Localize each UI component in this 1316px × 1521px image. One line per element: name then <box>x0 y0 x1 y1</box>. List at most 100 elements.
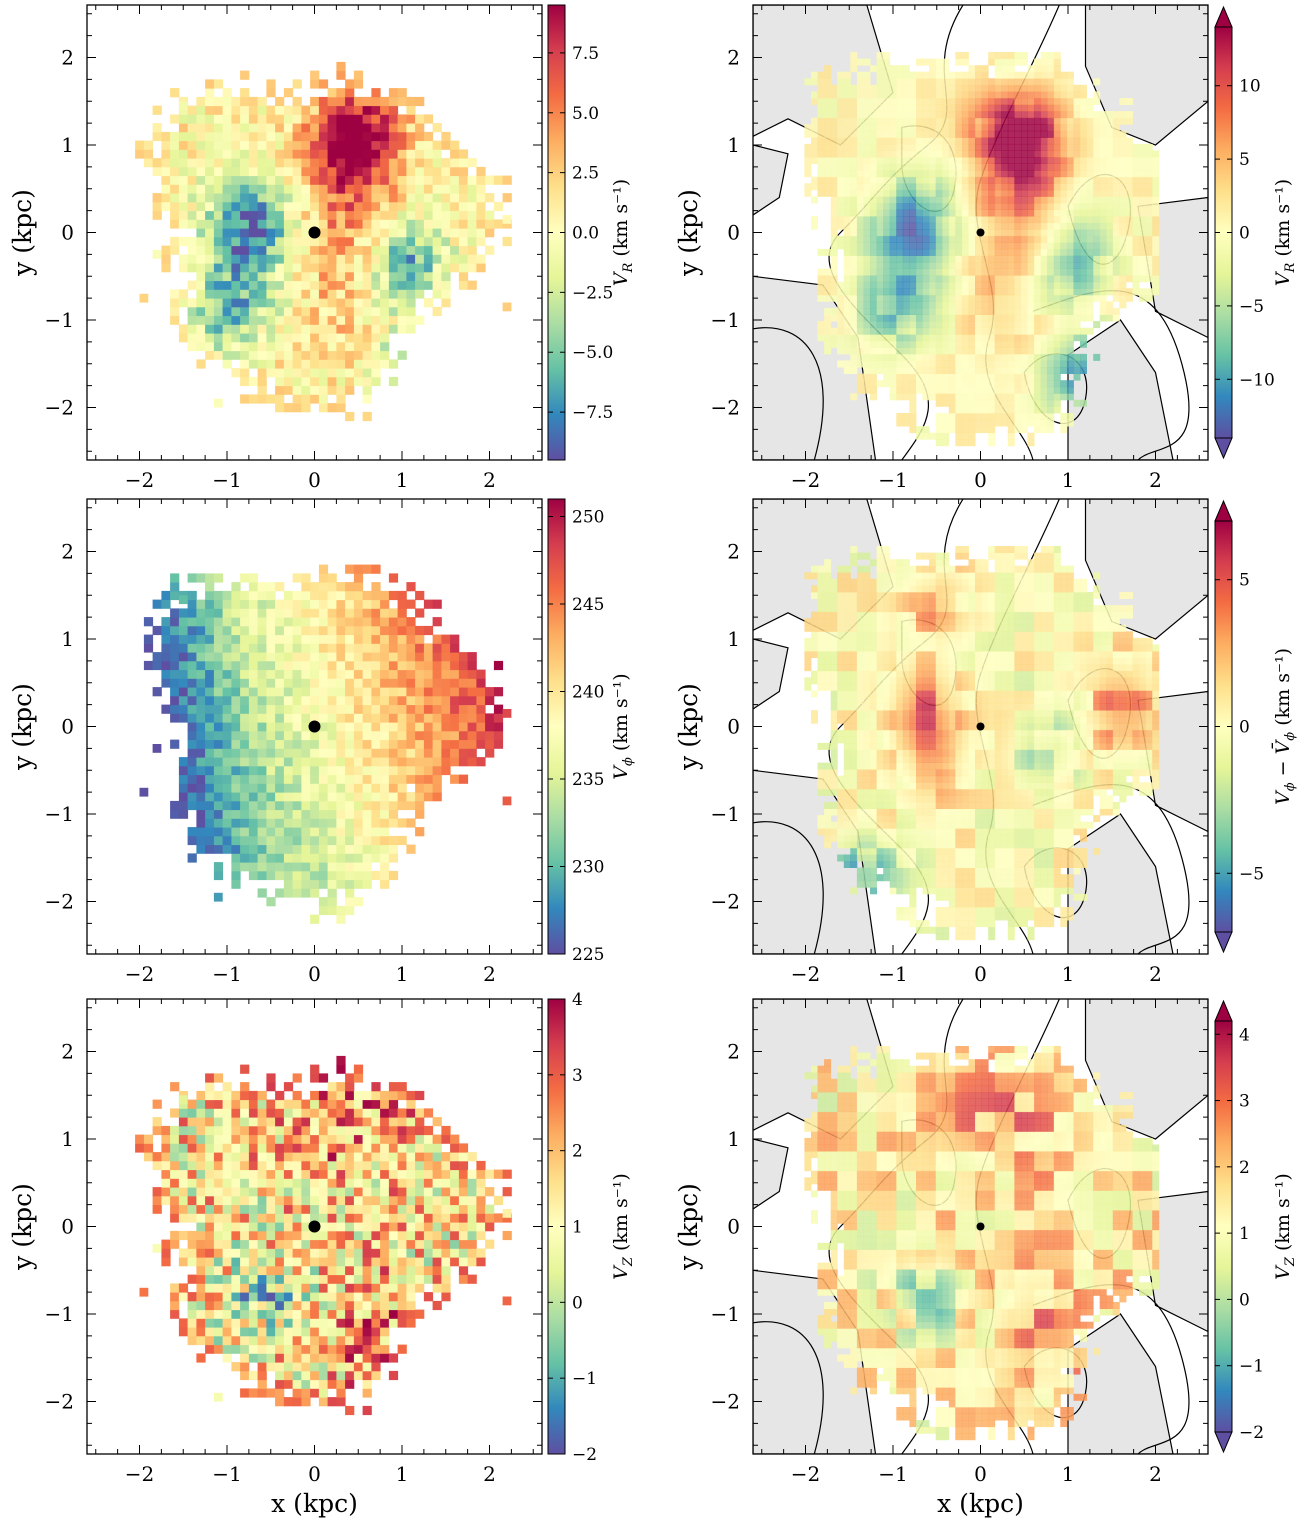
x-axis-label: x (kpc) <box>271 1489 358 1518</box>
y-tick-label: 0 <box>727 715 740 739</box>
x-tick-label: 2 <box>1149 1462 1162 1486</box>
x-tick-label: −2 <box>791 962 820 986</box>
colorbar-tick-label: 0 <box>1239 718 1250 738</box>
y-tick-label: 1 <box>727 627 740 651</box>
y-tick-label: 0 <box>727 221 740 245</box>
x-tick-label: −2 <box>125 1462 154 1486</box>
colorbar-tick-label: −1 <box>1239 1357 1264 1377</box>
colorbar-tick-label: 0 <box>1239 224 1250 244</box>
colorbar: 10 5 0 −5 −10 VR (km s⁻¹) <box>1214 5 1298 460</box>
axis-ticks <box>753 999 1208 1454</box>
colorbar-label: VZ (km s⁻¹) <box>610 1173 636 1280</box>
y-tick-label: −2 <box>45 396 74 420</box>
y-axis-label: y (kpc) <box>674 683 703 771</box>
x-tick-label: −2 <box>791 1462 820 1486</box>
y-tick-label: −1 <box>45 1302 74 1326</box>
y-tick-label: 1 <box>61 133 74 157</box>
colorbar-tick-label: −5.0 <box>572 343 613 363</box>
colorbar-tick-label: −7.5 <box>572 403 613 423</box>
sun-marker <box>976 1222 985 1231</box>
y-tick-label: 2 <box>727 1040 740 1064</box>
colorbar-tick-label: 1 <box>1239 1224 1250 1244</box>
x-axis-label: x (kpc) <box>937 1489 1024 1518</box>
y-axis-label: y (kpc) <box>674 1183 703 1271</box>
colorbar-tick-label: −5 <box>1239 864 1264 884</box>
colorbar-label: VR (km s⁻¹) <box>1272 179 1298 286</box>
heatmap-cells <box>804 546 1160 941</box>
colorbar-tick-label: −2 <box>1239 1423 1264 1443</box>
sun-marker <box>308 1220 321 1233</box>
colorbar-tick-label: 5 <box>1239 571 1250 591</box>
colorbar-tick-label: 1 <box>572 1218 583 1238</box>
y-tick-label: −2 <box>711 890 740 914</box>
x-tick-label: −2 <box>125 468 154 492</box>
y-tick-label: 2 <box>727 540 740 564</box>
y-axis-label: y (kpc) <box>8 683 37 771</box>
y-tick-label: 0 <box>61 715 74 739</box>
colorbar-tick-label: −2.5 <box>572 283 613 303</box>
x-tick-label: 2 <box>483 962 496 986</box>
y-tick-label: 0 <box>727 1215 740 1239</box>
sun-marker <box>976 722 985 731</box>
colorbar-tick-label: 230 <box>572 858 604 878</box>
x-tick-label: 0 <box>974 1462 987 1486</box>
axis-ticks <box>87 5 542 460</box>
colorbar: 5 0 −5 Vϕ − V̄ϕ (km s⁻¹) <box>1214 499 1298 954</box>
colorbar: 250 245 240 235 230 225 Vϕ (km s⁻¹) <box>547 498 636 965</box>
sun-marker <box>308 720 321 733</box>
y-tick-label: −2 <box>45 890 74 914</box>
colorbar-tick-label: 3 <box>1239 1092 1250 1112</box>
y-tick-label: 0 <box>61 221 74 245</box>
axis-ticks <box>753 499 1208 954</box>
colorbar-tick-label: 4 <box>1239 1025 1250 1045</box>
y-tick-label: −2 <box>711 396 740 420</box>
y-tick-label: 2 <box>61 540 74 564</box>
colorbar-tick-label: 4 <box>572 990 583 1010</box>
x-tick-label: 0 <box>308 962 321 986</box>
y-tick-label: 2 <box>727 46 740 70</box>
y-tick-label: −1 <box>711 1302 740 1326</box>
colorbar-tick-label: 250 <box>572 508 604 528</box>
y-tick-label: −1 <box>45 308 74 332</box>
y-tick-label: 2 <box>61 46 74 70</box>
x-tick-label: 0 <box>308 1462 321 1486</box>
colorbar-tick-label: −1 <box>572 1369 597 1389</box>
x-tick-label: 2 <box>1149 962 1162 986</box>
y-tick-label: 1 <box>727 133 740 157</box>
y-tick-label: −1 <box>711 308 740 332</box>
y-tick-label: 1 <box>61 1127 74 1151</box>
x-tick-label: −1 <box>212 962 241 986</box>
colorbar-tick-label: 245 <box>572 595 604 615</box>
x-tick-label: 0 <box>308 468 321 492</box>
colorbar-tick-label: 2 <box>1239 1158 1250 1178</box>
x-tick-label: −2 <box>791 468 820 492</box>
x-tick-label: 0 <box>974 468 987 492</box>
x-tick-label: 2 <box>483 468 496 492</box>
colorbar-label: Vϕ − V̄ϕ (km s⁻¹) <box>1271 648 1298 805</box>
colorbar-tick-label: 240 <box>572 683 604 703</box>
colorbar-tick-label: −5 <box>1239 297 1264 317</box>
colorbar: 7.5 5.0 2.5 0.0 −2.5 −5.0 −7.5 VR (km s⁻¹) <box>547 4 636 461</box>
colorbar-tick-label: 0.0 <box>572 224 599 244</box>
x-tick-label: 1 <box>1062 468 1075 492</box>
y-tick-label: −2 <box>711 1390 740 1414</box>
x-tick-label: −2 <box>125 962 154 986</box>
x-tick-label: −1 <box>212 468 241 492</box>
vphi-smoothed-panel: −2 −1 0 1 2 2 1 0 −1 −2 y (kpc) 5 0 −5 Vϕ − V̄ϕ (km s⁻… <box>674 498 1298 986</box>
x-tick-label: 1 <box>1062 962 1075 986</box>
colorbar-label: VR (km s⁻¹) <box>610 179 636 286</box>
x-tick-label: 1 <box>1062 1462 1075 1486</box>
x-tick-label: 2 <box>483 1462 496 1486</box>
y-tick-label: −1 <box>711 802 740 826</box>
x-tick-label: 1 <box>396 962 409 986</box>
colorbar-tick-label: 0 <box>1239 1290 1250 1310</box>
x-tick-label: 1 <box>396 468 409 492</box>
colorbar-label: VZ (km s⁻¹) <box>1272 1173 1298 1280</box>
vz-smoothed-panel: −2 −1 0 1 2 2 1 0 −1 −2 y (kpc) x (kpc) 4 3 2 1 0 −1 −2 VZ … <box>674 998 1298 1518</box>
y-tick-label: 1 <box>61 627 74 651</box>
axis-ticks <box>87 499 542 954</box>
colorbar-tick-label: 5.0 <box>572 104 599 124</box>
colorbar-tick-label: 225 <box>572 945 604 965</box>
x-tick-label: −1 <box>878 1462 907 1486</box>
